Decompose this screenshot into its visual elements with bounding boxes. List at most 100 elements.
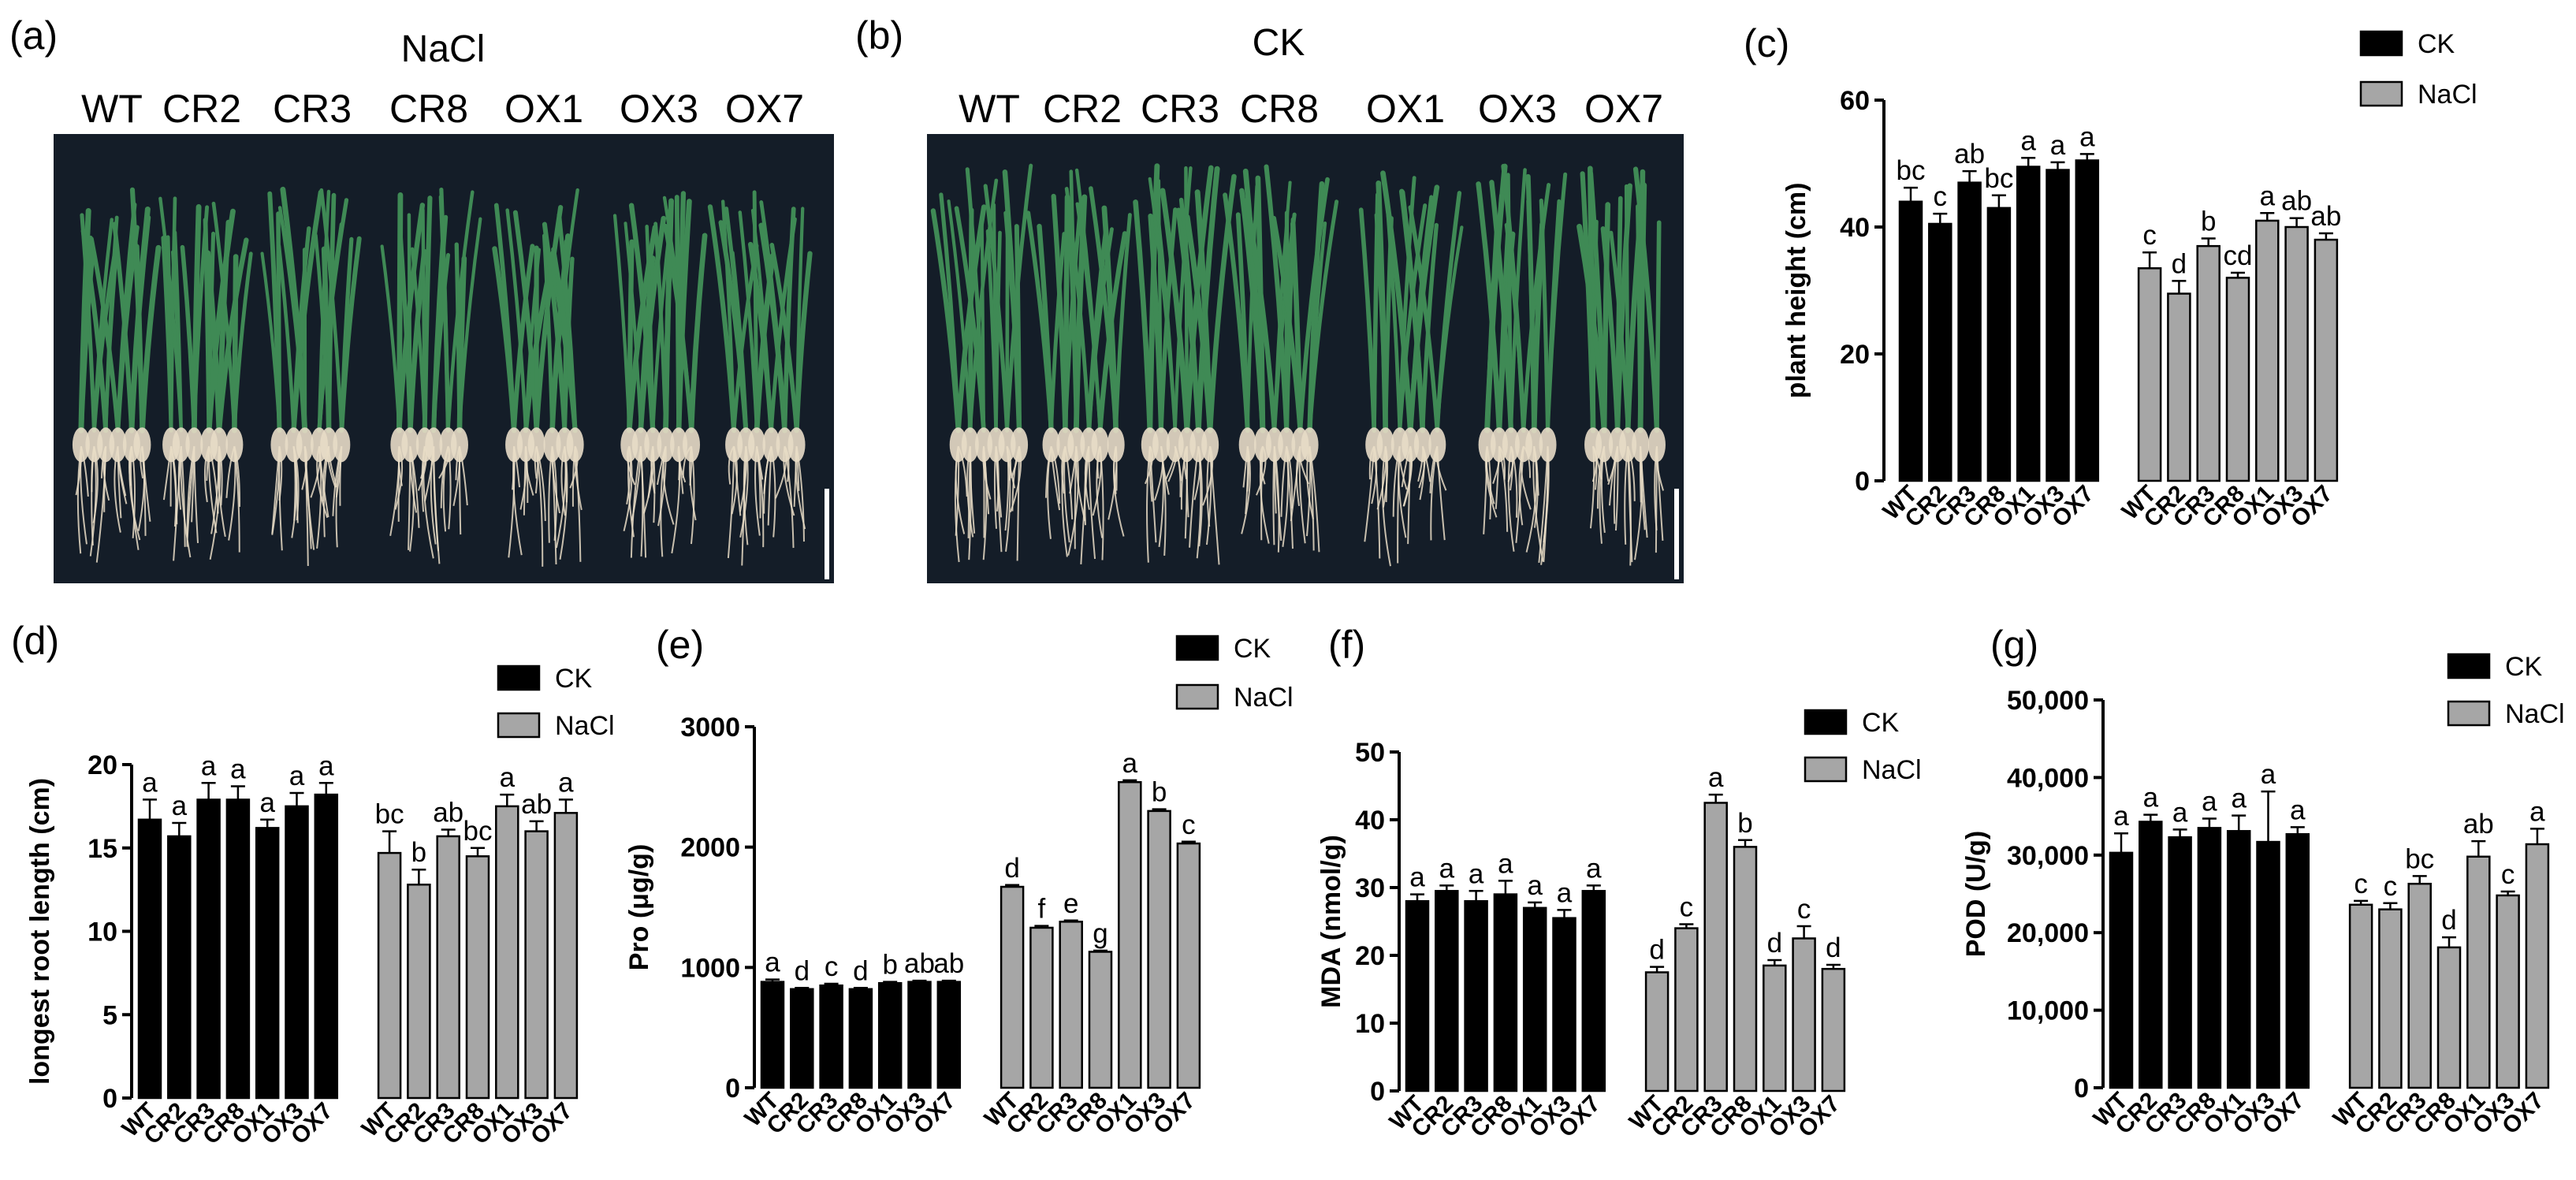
- legend-swatch-nacl: [2447, 700, 2491, 727]
- significance-letter: a: [1586, 853, 1602, 884]
- leaf: [211, 201, 236, 433]
- significance-letter: d: [795, 955, 810, 986]
- significance-letter: a: [2202, 787, 2217, 817]
- root-crown: [1278, 427, 1296, 463]
- bar-ck-wt: [1898, 200, 1923, 482]
- y-tick-label: 10: [87, 918, 117, 947]
- leaf: [738, 210, 759, 433]
- seedling-group: [1223, 164, 1339, 553]
- panel-b-genotype-labels: WT CR2 CR3 CR8 OX1 OX3 OX7: [959, 87, 1663, 131]
- root: [569, 445, 579, 489]
- root: [551, 446, 560, 514]
- bar-ck-cr8: [2197, 827, 2222, 1089]
- legend-swatch-ck: [2447, 653, 2491, 679]
- y-tick-label: 0: [2074, 1074, 2089, 1104]
- significance-letter: a: [2050, 130, 2066, 161]
- y-axis-label: Pro (μg/g): [624, 844, 654, 971]
- root: [955, 446, 960, 536]
- significance-letter: b: [882, 950, 897, 981]
- leaf: [748, 241, 774, 434]
- bar-ck-cr8: [848, 988, 873, 1089]
- leaf: [1531, 221, 1545, 434]
- root-crown: [644, 427, 662, 463]
- bar-ck-cr3: [1464, 899, 1488, 1093]
- root: [114, 445, 121, 533]
- panel-label: (e): [656, 623, 704, 667]
- root: [1148, 446, 1157, 543]
- leaf: [1408, 205, 1439, 433]
- root: [1158, 446, 1164, 548]
- root: [739, 446, 749, 538]
- root-crown: [527, 427, 545, 463]
- leaf: [1546, 172, 1568, 433]
- significance-letter: a: [2261, 759, 2276, 790]
- significance-letter: ab: [904, 948, 935, 979]
- root: [728, 445, 735, 485]
- root: [1084, 445, 1090, 510]
- root-crown: [725, 427, 743, 463]
- root-crown: [97, 427, 115, 463]
- legend-label-ck: CK: [2505, 652, 2543, 682]
- root: [1306, 445, 1314, 519]
- genotype-label-ox7: OX7: [725, 87, 804, 131]
- root: [409, 446, 418, 513]
- bar-nacl-ox1: [2255, 219, 2280, 482]
- bar-nacl-ox1: [2466, 855, 2491, 1089]
- significance-letter: c: [1680, 892, 1694, 922]
- legend-label-nacl: NaCl: [1234, 683, 1294, 713]
- seedling-group: [260, 186, 362, 567]
- root-crown: [657, 427, 675, 463]
- significance-letter: a: [318, 750, 334, 781]
- significance-letter: a: [230, 754, 246, 784]
- root: [1088, 446, 1096, 560]
- root-crown: [1042, 427, 1060, 463]
- root: [1246, 446, 1250, 492]
- leaf: [180, 244, 197, 433]
- root-crown: [974, 427, 992, 463]
- bar-ck-ox1: [2016, 166, 2041, 482]
- root: [682, 445, 692, 478]
- root-crown: [1632, 427, 1650, 463]
- root-crown: [1107, 427, 1125, 463]
- leaf: [139, 244, 162, 434]
- y-axis-label: plant height (cm): [1781, 183, 1811, 399]
- root: [512, 446, 523, 556]
- root-crown: [270, 427, 288, 463]
- bar-nacl-cr3: [1703, 802, 1728, 1093]
- root: [1061, 446, 1068, 557]
- significance-letter: a: [558, 767, 574, 798]
- significance-letter: a: [1708, 762, 1724, 793]
- root: [130, 446, 136, 538]
- leaf: [626, 225, 658, 434]
- leaf: [551, 247, 578, 434]
- root: [1417, 446, 1424, 482]
- significance-letter: ab: [2310, 201, 2341, 232]
- root: [770, 446, 776, 538]
- significance-letter: bc: [1897, 155, 1926, 186]
- root: [1407, 446, 1412, 545]
- seedling-group: [72, 187, 162, 563]
- root: [1402, 446, 1413, 507]
- genotype-label-wt: WT: [959, 87, 1020, 131]
- root-crown: [1067, 427, 1085, 463]
- leaf: [232, 251, 253, 433]
- y-tick-label: 60: [1840, 86, 1870, 116]
- root: [89, 446, 97, 556]
- root: [1436, 446, 1446, 541]
- root: [301, 445, 307, 490]
- seedling-group: [1576, 166, 1666, 566]
- root: [409, 446, 420, 528]
- root: [982, 446, 990, 515]
- leaf: [758, 222, 787, 434]
- root: [91, 446, 95, 546]
- bar-nacl-wt: [1644, 971, 1670, 1093]
- significance-letter: a: [500, 762, 516, 793]
- significance-letter: a: [2143, 783, 2159, 813]
- leaf: [1160, 188, 1190, 434]
- leaf: [1074, 168, 1102, 433]
- panel-label: (c): [1744, 21, 1789, 65]
- panel-a: (a) NaCl WT CR2 CR3 CR8 OX1 OX3 OX7: [9, 13, 834, 583]
- significance-letter: ab: [433, 797, 463, 828]
- genotype-label-cr2: CR2: [1043, 87, 1122, 131]
- root-crown: [133, 427, 151, 463]
